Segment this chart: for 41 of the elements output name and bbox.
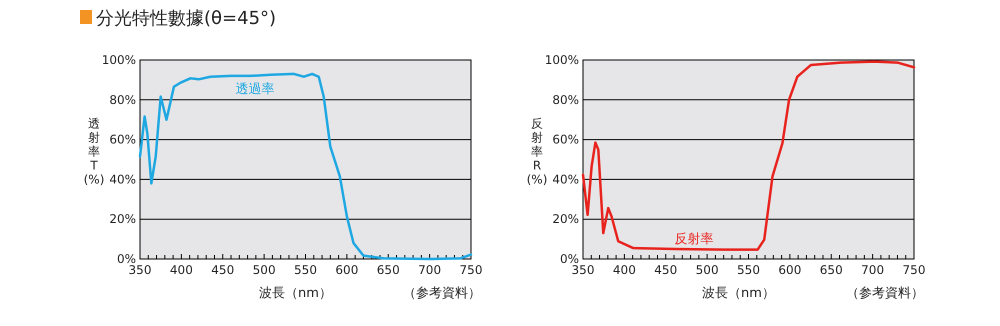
y-axis-title: 反射率R(%)	[526, 116, 548, 187]
x-axis-title: 波長（nm）	[702, 286, 775, 301]
y-tick-label: 100%	[544, 53, 579, 67]
y-tick-label: 100%	[102, 53, 136, 67]
y-tick-label: 0%	[116, 252, 136, 266]
x-tick-label: 450	[654, 263, 678, 277]
x-tick-label: 400	[170, 263, 193, 277]
x-tick-label: 550	[294, 263, 317, 277]
x-tick-label: 600	[778, 263, 802, 277]
x-tick-label: 500	[696, 263, 719, 277]
line-series	[138, 72, 472, 260]
series-label: 反射率	[674, 231, 714, 248]
y-tick-label: 60%	[109, 132, 136, 147]
line-series	[582, 60, 916, 251]
x-tick-label: 450	[211, 263, 234, 277]
x-tick-label: 550	[737, 263, 760, 277]
y-tick-label: 40%	[109, 172, 136, 186]
y-tick-label: 0%	[560, 252, 579, 266]
y-tick-label: 40%	[552, 172, 579, 186]
chart-title: 分光特性數據(θ=45°)	[96, 8, 276, 29]
x-tick-label: 750	[460, 263, 482, 277]
x-tick-label: 350	[572, 263, 594, 277]
x-tick-label: 400	[612, 263, 636, 277]
x-tick-label: 350	[128, 263, 152, 277]
x-tick-label: 650	[820, 263, 843, 277]
y-tick-label: 80%	[109, 92, 136, 107]
y-tick-label: 20%	[552, 212, 579, 226]
x-tick-label: 700	[418, 263, 442, 277]
y-tick-label: 60%	[552, 132, 579, 147]
text: （参考資料）	[403, 286, 481, 301]
x-tick-label: 750	[902, 263, 926, 277]
x-tick-label: 650	[376, 263, 400, 277]
y-tick-label: 80%	[552, 92, 579, 107]
y-tick-label: 20%	[109, 212, 136, 226]
y-axis-title: 透射率T(%)	[84, 116, 104, 187]
text: （参考資料）	[846, 286, 924, 301]
x-tick-label: 500	[252, 263, 276, 277]
x-tick-label: 700	[861, 263, 884, 277]
x-axis-title: 波長（nm）	[259, 286, 332, 301]
series-label: 透過率	[236, 80, 275, 97]
x-tick-label: 600	[335, 263, 358, 277]
